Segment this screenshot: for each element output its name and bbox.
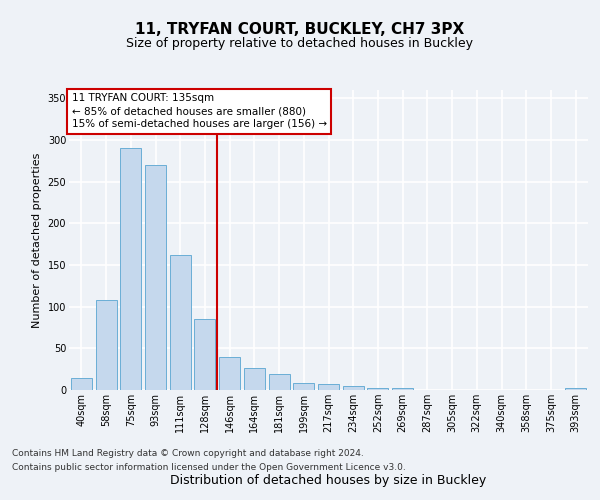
Bar — [293, 384, 314, 390]
Bar — [95, 300, 116, 390]
Text: 11 TRYFAN COURT: 135sqm
← 85% of detached houses are smaller (880)
15% of semi-d: 11 TRYFAN COURT: 135sqm ← 85% of detache… — [71, 93, 327, 130]
Bar — [565, 388, 586, 390]
Bar — [318, 384, 339, 390]
X-axis label: Distribution of detached houses by size in Buckley: Distribution of detached houses by size … — [170, 474, 487, 487]
Bar — [145, 165, 166, 390]
Bar — [194, 319, 215, 390]
Text: Size of property relative to detached houses in Buckley: Size of property relative to detached ho… — [127, 38, 473, 51]
Bar — [269, 374, 290, 390]
Bar — [392, 388, 413, 390]
Text: Contains public sector information licensed under the Open Government Licence v3: Contains public sector information licen… — [12, 464, 406, 472]
Bar — [71, 378, 92, 390]
Bar — [170, 255, 191, 390]
Bar — [343, 386, 364, 390]
Bar — [219, 356, 240, 390]
Bar — [367, 388, 388, 390]
Bar — [120, 148, 141, 390]
Text: 11, TRYFAN COURT, BUCKLEY, CH7 3PX: 11, TRYFAN COURT, BUCKLEY, CH7 3PX — [136, 22, 464, 38]
Bar — [244, 368, 265, 390]
Text: Contains HM Land Registry data © Crown copyright and database right 2024.: Contains HM Land Registry data © Crown c… — [12, 448, 364, 458]
Y-axis label: Number of detached properties: Number of detached properties — [32, 152, 42, 328]
